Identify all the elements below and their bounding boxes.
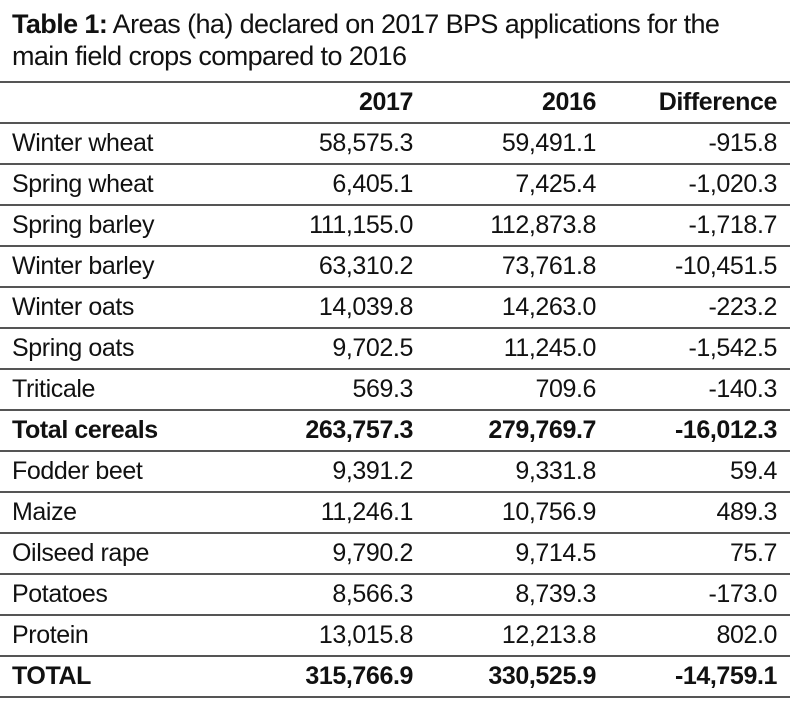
cell-2016: 11,245.0 (503, 334, 597, 362)
header-difference: Difference (658, 88, 778, 116)
cell-2016: 112,873.8 (490, 211, 596, 239)
cell-2017: 111,155.0 (309, 211, 413, 239)
cell-difference: -1,718.7 (688, 211, 777, 239)
row-label: Triticale (12, 375, 95, 403)
cell-difference: -14,759.1 (674, 662, 777, 690)
crop-areas-table: 2017 2016 Difference Winter wheat 58,575.… (0, 81, 790, 698)
cell-difference: -223.2 (708, 293, 778, 321)
cell-2016: 9,331.8 (515, 457, 596, 485)
header-2017: 2017 (358, 88, 413, 116)
cell-2016: 709.6 (535, 375, 596, 403)
cell-2016: 12,213.8 (501, 621, 597, 649)
cell-2017: 9,790.2 (332, 539, 413, 567)
cell-2017: 315,766.9 (305, 662, 413, 690)
table-row: Protein 13,015.8 12,213.8 802.0 (0, 615, 790, 656)
cell-difference: -1,542.5 (688, 334, 777, 362)
cell-2017: 11,246.1 (320, 498, 414, 526)
row-label: Spring oats (12, 334, 135, 362)
table-row: Winter wheat 58,575.3 59,491.1 -915.8 (0, 123, 790, 164)
table-title: Table 1: Areas (ha) declared on 2017 BPS… (12, 8, 782, 72)
cell-2017: 263,757.3 (305, 416, 413, 444)
cell-2016: 8,739.3 (515, 580, 596, 608)
cell-difference: -173.0 (708, 580, 778, 608)
row-label: Spring wheat (12, 170, 154, 198)
table-row: Spring wheat 6,405.1 7,425.4 -1,020.3 (0, 164, 790, 205)
cell-2016: 59,491.1 (501, 129, 597, 157)
table-header-row: 2017 2016 Difference (0, 82, 790, 123)
cell-2016: 279,769.7 (488, 416, 596, 444)
cell-difference: -140.3 (708, 375, 778, 403)
cell-2017: 8,566.3 (332, 580, 413, 608)
table-total-row: TOTAL 315,766.9 330,525.9 -14,759.1 (0, 656, 790, 697)
cell-2017: 9,702.5 (332, 334, 413, 362)
header-2016: 2016 (541, 88, 596, 116)
row-label: Protein (12, 621, 89, 649)
cell-2017: 569.3 (352, 375, 413, 403)
table-row: Spring barley 111,155.0 112,873.8 -1,718.7 (0, 205, 790, 246)
row-label: Winter oats (12, 293, 135, 321)
cell-2017: 6,405.1 (332, 170, 413, 198)
row-label: Total cereals (12, 416, 158, 444)
cell-2016: 14,263.0 (501, 293, 597, 321)
header-label (0, 82, 242, 123)
table-row: Potatoes 8,566.3 8,739.3 -173.0 (0, 574, 790, 615)
table-row: Oilseed rape 9,790.2 9,714.5 75.7 (0, 533, 790, 574)
cell-difference: 59.4 (729, 457, 777, 485)
cell-difference: -16,012.3 (674, 416, 777, 444)
cell-difference: 75.7 (729, 539, 777, 567)
cell-2017: 13,015.8 (318, 621, 414, 649)
cell-2017: 9,391.2 (332, 457, 413, 485)
cell-2016: 10,756.9 (501, 498, 597, 526)
table-row: Triticale 569.3 709.6 -140.3 (0, 369, 790, 410)
table-row: Maize 11,246.1 10,756.9 489.3 (0, 492, 790, 533)
cell-2017: 58,575.3 (318, 129, 414, 157)
cell-difference: -1,020.3 (688, 170, 777, 198)
table-title-text: Areas (ha) declared on 2017 BPS applicat… (12, 9, 720, 71)
row-label: Winter barley (12, 252, 155, 280)
table-row: Spring oats 9,702.5 11,245.0 -1,542.5 (0, 328, 790, 369)
table-row: Winter oats 14,039.8 14,263.0 -223.2 (0, 287, 790, 328)
row-label: Potatoes (12, 580, 108, 608)
cell-difference: 489.3 (716, 498, 777, 526)
row-label: TOTAL (12, 662, 92, 690)
cell-2017: 63,310.2 (318, 252, 414, 280)
row-label: Oilseed rape (12, 539, 149, 567)
row-label: Winter wheat (12, 129, 154, 157)
table-total-row: Total cereals 263,757.3 279,769.7 -16,012.3 (0, 410, 790, 451)
cell-2017: 14,039.8 (318, 293, 414, 321)
table-row: Winter barley 63,310.2 73,761.8 -10,451.5 (0, 246, 790, 287)
table-row: Fodder beet 9,391.2 9,331.8 59.4 (0, 451, 790, 492)
row-label: Fodder beet (12, 457, 143, 485)
table-title-prefix: Table 1: (12, 9, 108, 39)
cell-2016: 9,714.5 (515, 539, 596, 567)
cell-2016: 7,425.4 (515, 170, 596, 198)
cell-2016: 330,525.9 (488, 662, 596, 690)
row-label: Maize (12, 498, 77, 526)
row-label: Spring barley (12, 211, 155, 239)
cell-difference: -10,451.5 (674, 252, 777, 280)
cell-difference: -915.8 (708, 129, 778, 157)
cell-2016: 73,761.8 (501, 252, 597, 280)
cell-difference: 802.0 (716, 621, 777, 649)
